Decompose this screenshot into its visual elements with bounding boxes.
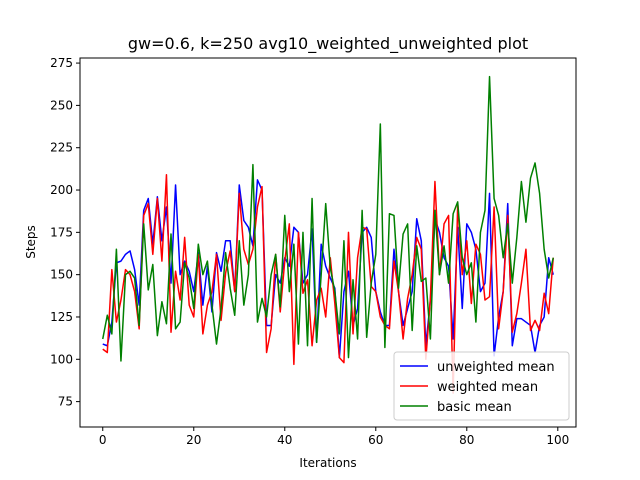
y-tick-label: 100 — [50, 352, 73, 366]
y-tick-label: 225 — [50, 141, 73, 155]
chart-title: gw=0.6, k=250 avg10_weighted_unweighted … — [128, 34, 528, 54]
plot-frame — [79, 57, 577, 428]
legend-label-3: basic mean — [437, 400, 512, 415]
x-tick-label: 0 — [99, 433, 107, 447]
y-tick-label: 150 — [50, 268, 73, 282]
y-axis-label: Steps — [24, 225, 38, 259]
y-tick-label: 200 — [50, 183, 73, 197]
y-tick-label: 125 — [50, 310, 73, 324]
y-tick-label: 175 — [50, 225, 73, 239]
series-line-3 — [102, 75, 554, 362]
x-tick-label: 60 — [368, 433, 383, 447]
x-axis-label: Iterations — [299, 456, 356, 470]
legend: unweighted mean weighted mean basic mean — [393, 351, 570, 421]
series-line-2 — [102, 174, 554, 394]
x-axis: 0 20 40 60 80 100 — [99, 427, 569, 447]
x-tick-label: 80 — [459, 433, 474, 447]
series-lines — [102, 75, 554, 394]
y-tick-label: 250 — [50, 98, 73, 112]
y-axis: 75 100 125 150 175 200 225 250 275 — [50, 56, 80, 409]
legend-box — [393, 351, 570, 421]
x-tick-label: 40 — [277, 433, 292, 447]
legend-label-2: weighted mean — [437, 380, 538, 395]
x-tick-label: 100 — [546, 433, 569, 447]
y-tick-label: 275 — [50, 56, 73, 70]
legend-label-1: unweighted mean — [437, 360, 555, 375]
y-tick-label: 75 — [58, 395, 73, 409]
x-tick-label: 20 — [186, 433, 201, 447]
